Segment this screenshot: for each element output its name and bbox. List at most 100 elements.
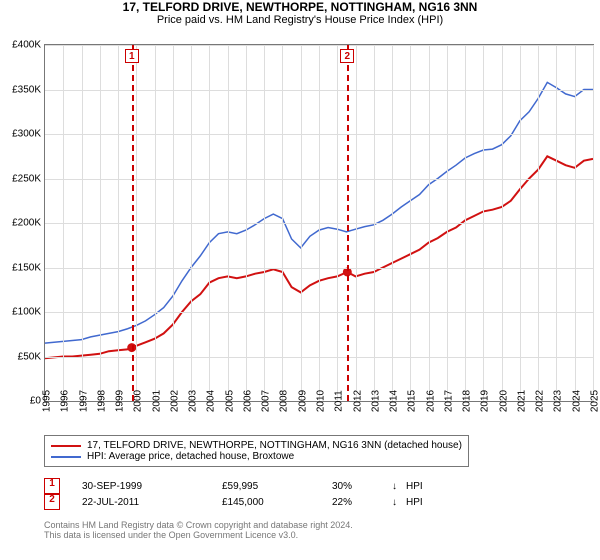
event-pct: 22% — [332, 497, 392, 508]
vgrid — [374, 45, 375, 401]
events-table: 1 30-SEP-1999£59,99530%↓HPI 2 22-JUL-2011£1… — [44, 478, 446, 510]
vgrid — [337, 45, 338, 401]
vgrid — [155, 45, 156, 401]
ytick-label: £200K — [12, 218, 45, 229]
ytick-label: £50K — [18, 351, 45, 362]
legend: 17, TELFORD DRIVE, NEWTHORPE, NOTTINGHAM… — [44, 435, 469, 467]
vgrid — [301, 45, 302, 401]
event-marker-box: 2 — [340, 49, 354, 63]
event-row: 2 22-JUL-2011£145,00022%↓HPI — [44, 494, 446, 510]
xtick-label: 2011 — [330, 390, 345, 412]
vgrid — [209, 45, 210, 401]
vgrid — [191, 45, 192, 401]
event-row: 1 30-SEP-1999£59,99530%↓HPI — [44, 478, 446, 494]
ytick-label: £300K — [12, 129, 45, 140]
vgrid — [392, 45, 393, 401]
event-date: 22-JUL-2011 — [82, 497, 222, 508]
xtick-label: 2007 — [257, 390, 272, 412]
xtick-label: 2015 — [403, 390, 418, 412]
xtick-label: 1998 — [92, 390, 107, 412]
event-date: 30-SEP-1999 — [82, 481, 222, 492]
vgrid — [520, 45, 521, 401]
xtick-label: 2018 — [458, 390, 473, 412]
vgrid — [118, 45, 119, 401]
vgrid — [593, 45, 594, 401]
xtick-label: 2019 — [476, 390, 491, 412]
event-hpi-label: HPI — [406, 497, 446, 508]
vgrid — [173, 45, 174, 401]
xtick-label: 1999 — [111, 390, 126, 412]
xtick-label: 2002 — [165, 390, 180, 412]
vgrid — [264, 45, 265, 401]
vgrid — [82, 45, 83, 401]
license-line2: This data is licensed under the Open Gov… — [44, 530, 353, 540]
plot-area: £0£50K£100K£150K£200K£250K£300K£350K£400… — [44, 44, 594, 402]
vgrid — [483, 45, 484, 401]
xtick-label: 2013 — [366, 390, 381, 412]
xtick-label: 2021 — [512, 390, 527, 412]
event-marker-box: 1 — [125, 49, 139, 63]
arrow-down-icon: ↓ — [392, 481, 406, 492]
event-number-box: 2 — [44, 494, 60, 510]
chart-title: 17, TELFORD DRIVE, NEWTHORPE, NOTTINGHAM… — [0, 0, 600, 14]
vgrid — [228, 45, 229, 401]
ytick-label: £350K — [12, 84, 45, 95]
xtick-label: 2006 — [238, 390, 253, 412]
xtick-label: 2025 — [586, 390, 600, 412]
event-pct: 30% — [332, 481, 392, 492]
vgrid — [429, 45, 430, 401]
vgrid — [575, 45, 576, 401]
vgrid — [246, 45, 247, 401]
xtick-label: 2014 — [385, 390, 400, 412]
vgrid — [282, 45, 283, 401]
legend-swatch — [51, 445, 81, 447]
event-dash — [347, 45, 349, 401]
xtick-label: 2001 — [147, 390, 162, 412]
xtick-label: 2023 — [549, 390, 564, 412]
legend-row: HPI: Average price, detached house, Brox… — [51, 451, 462, 462]
xtick-label: 2003 — [184, 390, 199, 412]
xtick-label: 2024 — [567, 390, 582, 412]
arrow-down-icon: ↓ — [392, 497, 406, 508]
xtick-label: 2010 — [312, 390, 327, 412]
ytick-label: £250K — [12, 173, 45, 184]
event-number-box: 1 — [44, 478, 60, 494]
legend-label: 17, TELFORD DRIVE, NEWTHORPE, NOTTINGHAM… — [87, 440, 462, 451]
event-dash — [132, 45, 134, 401]
event-price: £145,000 — [222, 497, 332, 508]
xtick-label: 1996 — [56, 390, 71, 412]
chart-subtitle: Price paid vs. HM Land Registry's House … — [0, 14, 600, 26]
xtick-label: 2017 — [439, 390, 454, 412]
xtick-label: 2009 — [293, 390, 308, 412]
vgrid — [556, 45, 557, 401]
xtick-label: 2020 — [494, 390, 509, 412]
vgrid — [502, 45, 503, 401]
vgrid — [63, 45, 64, 401]
vgrid — [410, 45, 411, 401]
event-hpi-label: HPI — [406, 481, 446, 492]
ytick-label: £150K — [12, 262, 45, 273]
xtick-label: 2005 — [220, 390, 235, 412]
vgrid — [447, 45, 448, 401]
license-line1: Contains HM Land Registry data © Crown c… — [44, 520, 353, 530]
xtick-label: 2022 — [531, 390, 546, 412]
legend-swatch — [51, 456, 81, 458]
ytick-label: £100K — [12, 307, 45, 318]
legend-row: 17, TELFORD DRIVE, NEWTHORPE, NOTTINGHAM… — [51, 440, 462, 451]
xtick-label: 2016 — [421, 390, 436, 412]
vgrid — [356, 45, 357, 401]
xtick-label: 2008 — [275, 390, 290, 412]
vgrid — [100, 45, 101, 401]
vgrid — [538, 45, 539, 401]
chart-container: 17, TELFORD DRIVE, NEWTHORPE, NOTTINGHAM… — [0, 0, 600, 560]
event-price: £59,995 — [222, 481, 332, 492]
ytick-label: £400K — [12, 40, 45, 51]
xtick-label: 1997 — [74, 390, 89, 412]
vgrid — [319, 45, 320, 401]
vgrid — [136, 45, 137, 401]
xtick-label: 2004 — [202, 390, 217, 412]
xtick-label: 2012 — [348, 390, 363, 412]
xtick-label: 1995 — [38, 390, 53, 412]
legend-label: HPI: Average price, detached house, Brox… — [87, 451, 294, 462]
license-text: Contains HM Land Registry data © Crown c… — [44, 520, 353, 540]
